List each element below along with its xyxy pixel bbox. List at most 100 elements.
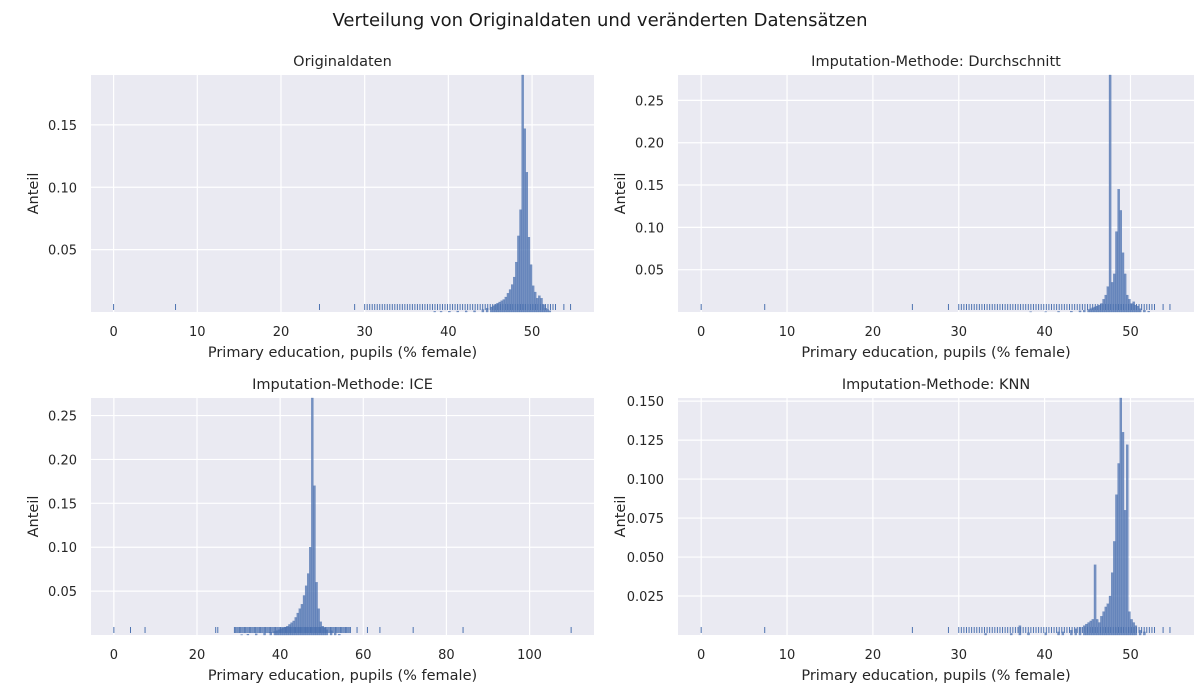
x-tick-label: 20 (273, 325, 290, 340)
y-tick-label: 0.15 (48, 119, 77, 134)
subplot-title: Imputation-Methode: ICE (252, 377, 433, 393)
y-tick-label: 0.05 (48, 244, 77, 259)
histogram-bar (473, 310, 476, 313)
x-tick-label: 10 (189, 325, 206, 340)
histogram-bar (1147, 311, 1150, 313)
x-tick-label: 40 (1036, 648, 1053, 663)
histogram-bar (1108, 74, 1112, 313)
histogram-bar (527, 237, 531, 313)
histogram-bar (464, 310, 468, 313)
histogram-bar (984, 633, 987, 636)
histogram-bar (1121, 252, 1125, 313)
plot-area (91, 75, 594, 312)
histogram-bar (1126, 444, 1129, 636)
x-tick-label: 60 (355, 648, 372, 663)
x-axis-label: Primary education, pupils (% female) (801, 668, 1070, 684)
x-tick-label: 50 (1122, 648, 1139, 663)
figure-title: Verteilung von Originaldaten und verände… (332, 10, 868, 31)
y-tick-label: 0.25 (48, 410, 77, 425)
histogram-bar (1123, 273, 1127, 313)
y-tick-label: 0.05 (635, 264, 664, 279)
histogram-bar (1121, 432, 1125, 636)
x-axis-label: Primary education, pupils (% female) (208, 668, 477, 684)
x-tick-label: 0 (110, 648, 118, 663)
x-tick-label: 50 (524, 325, 541, 340)
y-tick-label: 0.05 (48, 585, 77, 600)
y-axis-label: Anteil (26, 496, 42, 538)
histogram-bar (1143, 310, 1146, 313)
subplot-4: 0 10 20 30 40 50 0.025 0.050 0.075 0.100 0.125 0.15… (613, 377, 1194, 684)
histogram-bar (523, 128, 526, 313)
histogram-bar (1027, 632, 1030, 636)
x-tick-label: 80 (438, 648, 455, 663)
y-tick-label: 0.20 (48, 453, 77, 468)
plot-area (91, 398, 594, 635)
histogram-bar (311, 397, 314, 636)
histogram-bar (485, 308, 489, 313)
y-axis-label: Anteil (26, 173, 42, 215)
histogram-bar (1083, 310, 1086, 313)
histogram-bar (548, 310, 552, 313)
histogram-bar (1113, 541, 1116, 636)
y-axis-label: Anteil (613, 496, 629, 538)
histogram-bar (1057, 631, 1060, 636)
x-tick-label: 100 (517, 648, 542, 663)
y-tick-label: 0.025 (627, 590, 664, 605)
x-tick-label: 30 (950, 325, 967, 340)
histogram-bar (448, 311, 451, 313)
x-tick-label: 10 (779, 325, 796, 340)
subplot-title: Imputation-Methode: KNN (842, 377, 1030, 393)
histogram-bar (1115, 231, 1118, 313)
histogram-bar (307, 573, 310, 636)
y-tick-label: 0.050 (627, 551, 664, 566)
x-tick-label: 20 (189, 648, 206, 663)
x-axis-label: Primary education, pupils (% female) (801, 345, 1070, 361)
histogram-bar (1044, 632, 1047, 636)
x-tick-label: 30 (356, 325, 373, 340)
histogram-bar (521, 74, 524, 313)
histogram-bar (1117, 189, 1120, 313)
y-tick-label: 0.10 (48, 181, 77, 196)
y-tick-label: 0.15 (635, 179, 664, 194)
x-tick-label: 50 (1122, 325, 1139, 340)
histogram-bar (1117, 463, 1120, 636)
x-tick-label: 40 (440, 325, 457, 340)
histogram-bar (433, 311, 436, 313)
histogram-bar (1123, 510, 1127, 636)
histogram-bar (338, 633, 341, 636)
x-tick-label: 0 (697, 325, 705, 340)
x-tick-label: 10 (779, 648, 796, 663)
y-tick-label: 0.15 (48, 497, 77, 512)
histogram-bar (255, 633, 258, 636)
histogram-bar (439, 311, 443, 313)
y-tick-label: 0.150 (627, 395, 664, 410)
histogram-bar (1111, 572, 1114, 636)
subplot-title: Imputation-Methode: Durchschnitt (811, 54, 1061, 70)
histogram-bar (1061, 631, 1065, 636)
y-tick-label: 0.075 (627, 512, 664, 527)
histogram-bar (246, 633, 250, 636)
subplot-3: 0 20 40 60 80 100 0.05 0.10 0.15 0.20 0.25 Imputati… (26, 377, 594, 684)
y-tick-label: 0.25 (635, 94, 664, 109)
x-axis-label: Primary education, pupils (% female) (208, 345, 477, 361)
subplot-1: 0 10 20 30 40 50 0.05 0.10 0.15 Originaldaten Prim… (26, 54, 594, 361)
y-tick-label: 0.10 (48, 541, 77, 556)
subplot-2: 0 10 20 30 40 50 0.05 0.10 0.15 0.20 0.25 Imputatio… (613, 54, 1194, 361)
histogram-bar (1138, 308, 1142, 313)
histogram-bar (313, 485, 316, 636)
x-tick-label: 20 (865, 648, 882, 663)
histogram-bar (1078, 310, 1082, 313)
histogram-bar (1119, 210, 1123, 313)
x-tick-label: 40 (272, 648, 289, 663)
x-tick-label: 30 (950, 648, 967, 663)
y-tick-label: 0.100 (627, 473, 664, 488)
plot-area (678, 75, 1194, 312)
histogram-bar (1070, 311, 1073, 313)
x-tick-label: 40 (1036, 325, 1053, 340)
histogram-bar (334, 633, 337, 636)
x-tick-label: 20 (865, 325, 882, 340)
histogram-bar (1010, 633, 1013, 636)
histogram-bar (1093, 564, 1097, 636)
histogram-bar (525, 172, 529, 313)
